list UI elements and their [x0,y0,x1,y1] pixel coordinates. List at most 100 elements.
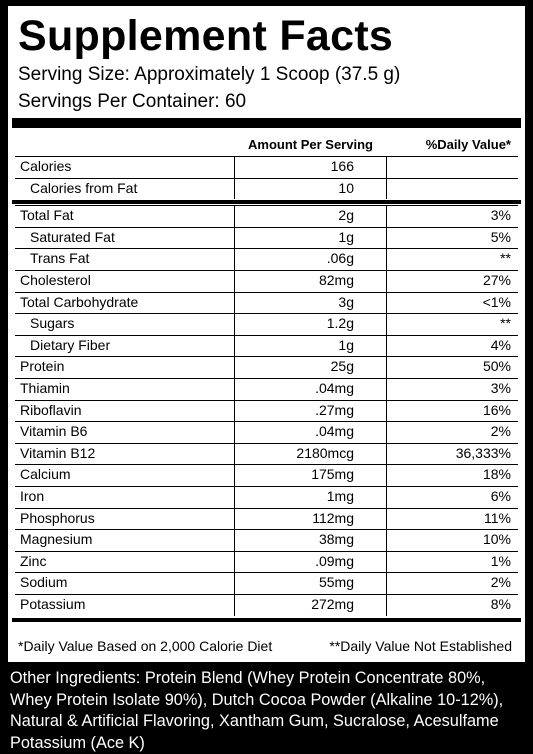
daily-value: 3% [490,207,511,224]
nutrient: Riboflavin [20,401,82,418]
divider [12,617,521,622]
row-line [15,550,518,552]
row-line [15,529,518,531]
amount: 1mg [326,488,354,504]
amount: 3g [338,293,354,310]
column-line [234,356,235,378]
column-line [234,572,235,594]
amount: 166 [330,158,354,174]
nutrient: Phosphorus [20,509,95,526]
daily-value: 2% [490,423,511,440]
row-line [15,205,518,207]
column-line [234,226,235,249]
column-line [234,442,235,465]
amount: 25g [330,358,354,375]
column-line [386,291,387,314]
divider [12,118,521,128]
nutrient: Calories [20,158,72,174]
nutrient: Potassium [20,596,86,612]
row-line [15,399,518,401]
daily-value: ** [500,315,511,332]
nutrient: Vitamin B12 [20,444,96,461]
amount: 38mg [318,531,354,548]
column-line [386,594,387,616]
nutrient: Total Fat [20,207,74,224]
sub-nutrient: Sugars [30,315,75,332]
amount: 2180mcg [296,444,354,461]
nutrient: Magnesium [20,531,93,548]
column-line [386,442,387,465]
column-line [234,270,235,292]
amount: 1g [338,228,354,245]
row-line [15,572,518,574]
row-line [15,356,518,358]
row-line [15,226,518,228]
row-line [15,248,518,250]
daily-value: 11% [484,509,511,526]
column-line [386,507,387,530]
nutrient: Calcium [20,466,71,483]
column-line [386,399,387,422]
daily-value: 3% [490,380,511,396]
column-line [234,486,235,508]
column-line [234,529,235,551]
column-line [234,550,235,573]
amount: 2g [338,207,354,224]
row-line [15,486,518,487]
column-line [386,226,387,249]
servings-per-container: Servings Per Container: 60 [18,91,247,112]
row-line [15,270,518,271]
amount: 112mg [312,509,354,526]
daily-value: 5% [490,228,511,245]
row-line [15,464,518,466]
daily-value: 2% [490,574,511,591]
amount: .27mg [315,401,354,418]
daily-value: 36,333% [455,444,511,461]
column-line [386,177,387,200]
column-line [386,550,387,573]
column-line [234,399,235,422]
row-line [15,156,518,157]
row-line [15,378,518,379]
row-line [15,177,518,179]
amount: 272mg [311,596,354,612]
column-line [386,421,387,443]
column-line [386,248,387,270]
other-ingredients: Other Ingredients: Protein Blend (Whey P… [10,669,504,752]
sub-nutrient: Calories from Fat [30,179,138,196]
amount: .06g [326,250,354,267]
serving-size: Serving Size: Approximately 1 Scoop (37.… [18,64,401,85]
amount: 82mg [318,272,354,288]
sub-nutrient: Dietary Fiber [30,336,111,353]
daily-value: ** [500,250,511,267]
column-line [234,594,235,616]
amount: .09mg [315,552,354,569]
amount: .04mg [315,423,354,440]
column-line [234,334,235,357]
daily-value: 6% [490,488,511,504]
row-line [15,442,518,444]
row-line [15,334,518,336]
nutrient: Iron [20,488,45,504]
row-line [15,313,518,315]
column-line [234,291,235,314]
daily-value: 50% [482,358,511,375]
column-line [386,572,387,594]
footnote: **Daily Value Not Established [329,638,512,654]
column-header: Amount Per Serving [248,137,373,152]
sub-nutrient: Saturated Fat [30,228,115,245]
column-line [234,313,235,335]
column-line [386,378,387,400]
nutrient: Sodium [20,574,68,591]
row-line [15,594,518,595]
daily-value: 1% [490,552,511,569]
column-line [234,464,235,486]
amount: 1.2g [326,315,354,332]
amount: 10 [338,179,354,196]
nutrient: Total Carbohydrate [20,293,139,310]
column-line [234,177,235,200]
nutrient: Protein [20,358,65,375]
daily-value: 10% [482,531,511,548]
row-line [15,291,518,293]
footnote: *Daily Value Based on 2,000 Calorie Diet [18,638,273,654]
